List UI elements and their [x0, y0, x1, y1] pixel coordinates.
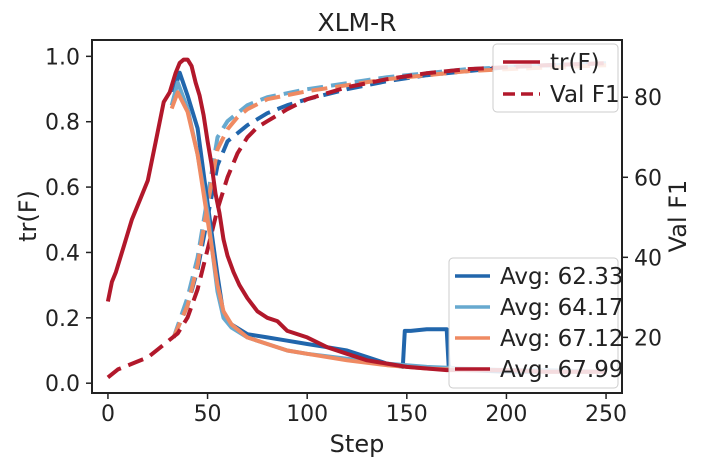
- y-right-tick-label: 20: [634, 326, 662, 351]
- y-axis-left-label: tr(F): [14, 190, 42, 242]
- x-tick-label: 50: [194, 402, 222, 427]
- plot-frame: [91, 39, 623, 394]
- legend-trF-label: tr(F): [550, 50, 600, 76]
- x-tick-label: 250: [585, 402, 627, 427]
- y-left-tick-label: 0.8: [45, 111, 80, 136]
- val-f1-line-avg-67-99: [106, 61, 607, 379]
- y-left-tick-label: 0.2: [45, 307, 80, 332]
- val-f1-line-avg-67-12: [171, 63, 607, 339]
- legend-upper: tr(F) Val F1: [492, 43, 620, 113]
- y-left-tick-label: 0.6: [45, 176, 80, 201]
- legend-valF1-label: Val F1: [550, 82, 620, 108]
- y-axis-right-label: Val F1: [664, 180, 692, 253]
- legend-avg-67-99-label: Avg: 67.99: [500, 357, 624, 383]
- ticks-layer: 0 50 100 150 200 250 0.0 0.2 0.4 0.6 0.8 1.0 20 40 60 8…: [45, 45, 662, 427]
- legend-lower: Avg: 62.33 Avg: 64.17 Avg: 67.12 Avg: 67…: [448, 257, 624, 389]
- x-tick-label: 200: [485, 402, 527, 427]
- y-right-tick-label: 80: [634, 86, 662, 111]
- legend-avg-64-17-label: Avg: 64.17: [500, 295, 624, 321]
- legend-lower-frame: [448, 257, 619, 389]
- y-left-tick-label: 0.4: [45, 241, 80, 266]
- x-tick-label: 0: [101, 402, 115, 427]
- legend-avg-67-12-label: Avg: 67.12: [500, 326, 624, 352]
- x-axis-label: Step: [330, 430, 385, 458]
- x-tick-label: 150: [386, 402, 428, 427]
- chart-title: XLM-R: [317, 8, 396, 37]
- y-right-tick-label: 40: [634, 246, 662, 271]
- y-left-tick-label: 1.0: [45, 45, 80, 70]
- y-right-tick-label: 60: [634, 166, 662, 191]
- trF-line-avg-67-99: [105, 57, 607, 374]
- y-left-tick-label: 0.0: [45, 372, 80, 397]
- legend-avg-62-33-label: Avg: 62.33: [500, 264, 624, 290]
- x-tick-label: 100: [286, 402, 328, 427]
